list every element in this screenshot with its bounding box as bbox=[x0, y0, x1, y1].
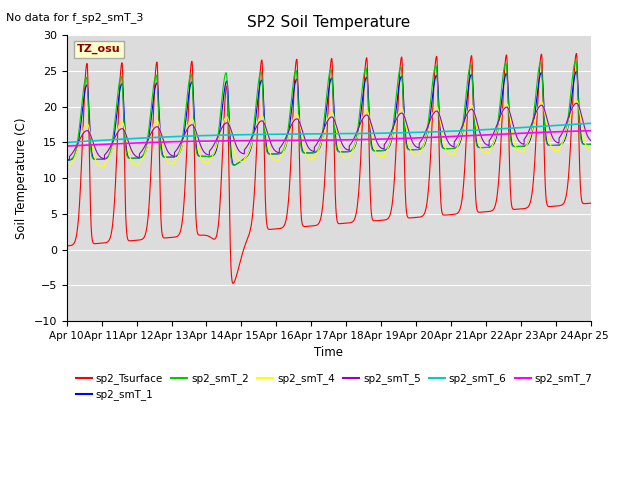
sp2_smT_6 bbox=[157, 134, 164, 140]
sp2_Tsurface bbox=[573, 50, 580, 56]
sp2_smT_6 bbox=[588, 120, 595, 126]
sp2_smT_4 bbox=[157, 132, 165, 138]
Line: sp2_smT_7: sp2_smT_7 bbox=[67, 131, 591, 146]
sp2_smT_4 bbox=[587, 146, 595, 152]
sp2_smT_2 bbox=[588, 142, 595, 147]
sp2_smT_2 bbox=[572, 58, 580, 64]
sp2_smT_7 bbox=[63, 143, 70, 149]
sp2_smT_2 bbox=[309, 150, 317, 156]
X-axis label: Time: Time bbox=[314, 346, 343, 359]
Line: sp2_smT_1: sp2_smT_1 bbox=[67, 72, 591, 165]
sp2_smT_1 bbox=[230, 162, 238, 168]
Line: sp2_smT_2: sp2_smT_2 bbox=[67, 61, 591, 165]
sp2_smT_5 bbox=[587, 137, 595, 143]
Line: sp2_Tsurface: sp2_Tsurface bbox=[67, 53, 591, 283]
sp2_smT_1 bbox=[588, 142, 595, 147]
Line: sp2_smT_6: sp2_smT_6 bbox=[67, 123, 591, 143]
sp2_smT_4 bbox=[588, 146, 595, 152]
sp2_smT_7 bbox=[476, 132, 484, 138]
sp2_smT_5 bbox=[476, 130, 484, 136]
Text: TZ_osu: TZ_osu bbox=[77, 44, 121, 54]
sp2_Tsurface bbox=[476, 209, 484, 215]
sp2_smT_4 bbox=[63, 165, 70, 170]
sp2_smT_5 bbox=[573, 100, 580, 106]
sp2_smT_1 bbox=[417, 146, 425, 152]
sp2_smT_5 bbox=[157, 130, 165, 136]
sp2_smT_4 bbox=[65, 165, 72, 170]
sp2_smT_7 bbox=[157, 139, 164, 145]
sp2_smT_2 bbox=[63, 157, 70, 163]
Title: SP2 Soil Temperature: SP2 Soil Temperature bbox=[247, 15, 410, 30]
sp2_smT_6 bbox=[586, 120, 594, 126]
sp2_Tsurface bbox=[63, 243, 70, 249]
sp2_smT_7 bbox=[446, 134, 454, 140]
sp2_smT_2 bbox=[587, 142, 595, 147]
sp2_Tsurface bbox=[587, 200, 595, 206]
sp2_smT_2 bbox=[476, 145, 484, 151]
sp2_smT_6 bbox=[309, 131, 317, 137]
sp2_smT_1 bbox=[446, 145, 454, 151]
sp2_smT_6 bbox=[476, 127, 484, 133]
sp2_smT_2 bbox=[157, 146, 164, 152]
sp2_smT_1 bbox=[309, 150, 317, 156]
sp2_Tsurface bbox=[588, 200, 595, 206]
Legend: sp2_Tsurface, sp2_smT_1, sp2_smT_2, sp2_smT_4, sp2_smT_5, sp2_smT_6, sp2_smT_7: sp2_Tsurface, sp2_smT_1, sp2_smT_2, sp2_… bbox=[72, 369, 596, 405]
sp2_smT_7 bbox=[417, 135, 425, 141]
sp2_smT_2 bbox=[446, 145, 454, 151]
sp2_smT_1 bbox=[587, 142, 595, 147]
Line: sp2_smT_5: sp2_smT_5 bbox=[67, 103, 591, 160]
sp2_smT_5 bbox=[66, 157, 74, 163]
sp2_Tsurface bbox=[309, 223, 317, 229]
sp2_smT_6 bbox=[417, 130, 425, 135]
sp2_Tsurface bbox=[157, 215, 164, 220]
sp2_smT_5 bbox=[309, 148, 317, 154]
sp2_smT_4 bbox=[476, 143, 484, 148]
sp2_smT_1 bbox=[573, 69, 580, 74]
sp2_smT_2 bbox=[417, 145, 425, 151]
Y-axis label: Soil Temperature (C): Soil Temperature (C) bbox=[15, 118, 28, 239]
sp2_smT_5 bbox=[446, 142, 454, 148]
sp2_smT_5 bbox=[63, 156, 70, 162]
sp2_smT_1 bbox=[157, 139, 164, 145]
sp2_Tsurface bbox=[417, 214, 425, 220]
sp2_smT_1 bbox=[476, 144, 484, 150]
sp2_smT_7 bbox=[309, 137, 317, 143]
sp2_smT_4 bbox=[573, 97, 580, 103]
sp2_smT_5 bbox=[417, 138, 425, 144]
sp2_smT_7 bbox=[586, 128, 594, 133]
sp2_smT_4 bbox=[446, 151, 454, 157]
sp2_Tsurface bbox=[446, 212, 454, 217]
sp2_smT_6 bbox=[63, 140, 70, 145]
sp2_smT_2 bbox=[230, 162, 237, 168]
sp2_Tsurface bbox=[229, 280, 237, 286]
Text: No data for f_sp2_smT_3: No data for f_sp2_smT_3 bbox=[6, 12, 144, 23]
sp2_smT_1 bbox=[63, 157, 70, 163]
sp2_smT_4 bbox=[417, 147, 425, 153]
sp2_smT_6 bbox=[446, 128, 454, 134]
sp2_smT_5 bbox=[588, 138, 595, 144]
Line: sp2_smT_4: sp2_smT_4 bbox=[67, 100, 591, 168]
sp2_smT_4 bbox=[309, 156, 317, 162]
sp2_smT_7 bbox=[588, 128, 595, 133]
